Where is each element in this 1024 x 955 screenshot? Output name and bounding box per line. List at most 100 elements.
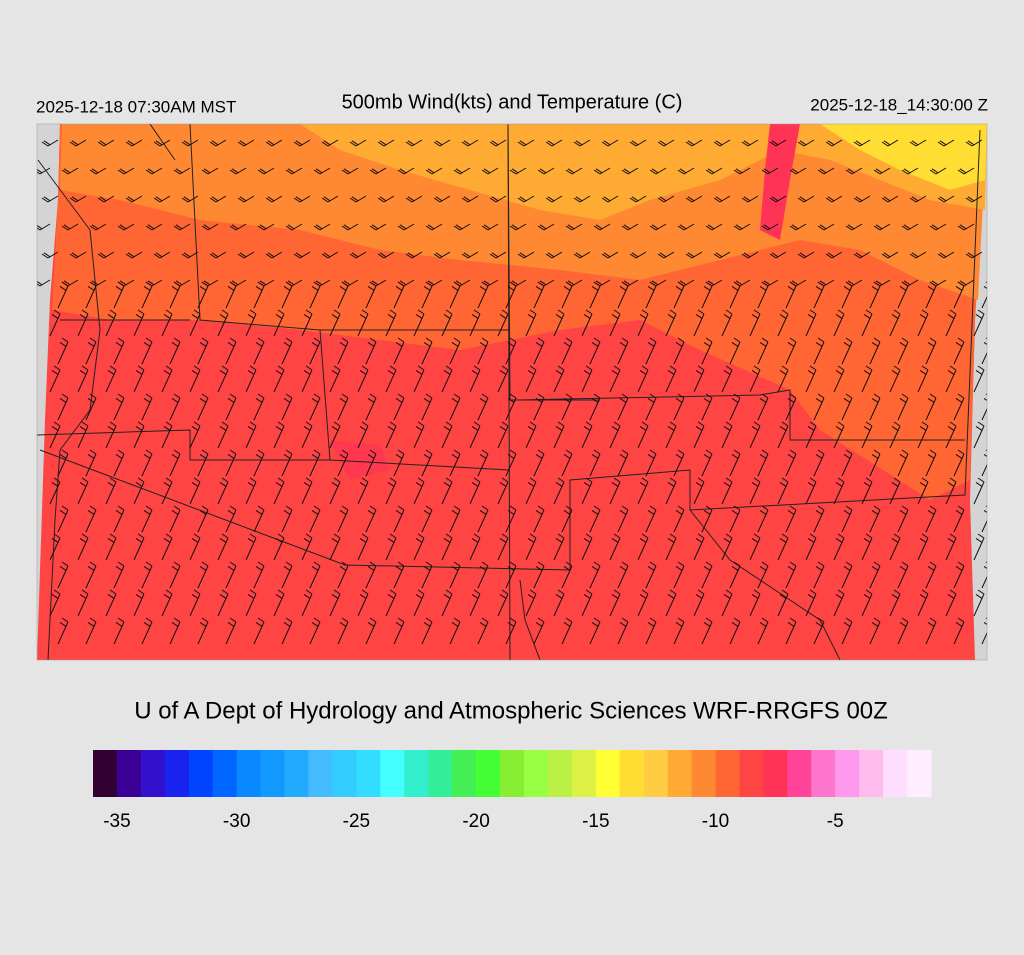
wind-barb [665, 589, 677, 617]
wind-barb [533, 617, 545, 645]
wind-barb [777, 589, 789, 617]
wind-barb [153, 251, 171, 259]
wind-barb [497, 421, 509, 449]
wind-barb [421, 281, 433, 309]
valid-time-utc: 2025-12-18_14:30:00 Z [810, 95, 988, 114]
wind-barb [617, 561, 629, 589]
wind-barb [281, 505, 293, 533]
wind-barb [477, 617, 489, 645]
wind-barb [477, 337, 489, 365]
wind-barb [805, 309, 817, 337]
wind-barb [589, 505, 601, 533]
wind-barb [721, 589, 733, 617]
wind-barb [133, 309, 145, 337]
wind-barb [265, 195, 283, 203]
wind-barb [365, 561, 377, 589]
colorbar-box [859, 750, 884, 797]
wind-barb [525, 365, 537, 393]
wind-barb [729, 449, 741, 477]
wind-barb [357, 309, 369, 337]
wind-barb [365, 505, 377, 533]
colorbar-box [332, 750, 357, 797]
wind-barb [141, 561, 153, 589]
wind-barb [57, 505, 69, 533]
wind-barb [553, 477, 565, 505]
map-title: 500mb Wind(kts) and Temperature (C) [342, 91, 683, 113]
wind-barb [113, 337, 125, 365]
wind-barb [581, 309, 593, 337]
wind-barb [133, 365, 145, 393]
wind-barb [209, 195, 227, 203]
wind-barb [313, 223, 331, 231]
colorbar-box [883, 750, 908, 797]
wind-barb [637, 533, 649, 561]
wind-barb [113, 393, 125, 421]
colorbar-box [476, 750, 501, 797]
wind-barb [413, 533, 425, 561]
wind-barb [813, 505, 825, 533]
wind-barb [841, 561, 853, 589]
map-frame [36, 123, 988, 661]
wind-barb [789, 167, 807, 175]
wind-barb [365, 449, 377, 477]
wind-barb [489, 195, 507, 203]
colorbar-tick-label: -5 [827, 811, 844, 832]
wind-barb [889, 309, 901, 337]
wind-barb [757, 281, 769, 309]
wind-barb [449, 281, 461, 309]
wind-barb [329, 309, 341, 337]
wind-barb [757, 561, 769, 589]
wind-barb [281, 561, 293, 589]
wind-barb [161, 421, 173, 449]
wind-barb [497, 533, 509, 561]
wind-barb [813, 393, 825, 421]
wind-barb [609, 365, 621, 393]
wind-barb [953, 449, 965, 477]
wind-barb [49, 477, 61, 505]
wind-barb [253, 393, 265, 421]
wind-barb [309, 281, 321, 309]
wind-barb [925, 337, 937, 365]
colorbar-box [667, 750, 693, 797]
wind-barb [273, 477, 285, 505]
wind-barb [393, 281, 405, 309]
colorbar-box [571, 750, 597, 797]
colorbar-box [140, 750, 166, 797]
wind-barb [601, 139, 619, 147]
wind-barb [657, 251, 675, 259]
wind-barb [957, 167, 975, 175]
wind-barb [505, 561, 517, 589]
wind-barb [701, 449, 713, 477]
wind-barb [61, 223, 79, 231]
wind-barb [833, 365, 845, 393]
wind-barb [85, 617, 97, 645]
wind-barb [481, 223, 499, 231]
wind-barb [449, 561, 461, 589]
wind-barb [981, 505, 987, 533]
wind-barb [41, 195, 59, 203]
wind-barb [701, 505, 713, 533]
wind-barb [441, 309, 453, 337]
wind-barb [825, 139, 843, 147]
wind-barb [721, 533, 733, 561]
wind-barb [917, 533, 929, 561]
wind-barb [281, 449, 293, 477]
wind-barb [917, 309, 929, 337]
wind-barb [785, 393, 797, 421]
colorbar-tick-label: -25 [343, 811, 370, 832]
wind-barb [841, 337, 853, 365]
colorbar-box [547, 750, 573, 797]
wind-barb [677, 167, 695, 175]
wind-barb [797, 139, 815, 147]
wind-barb [225, 505, 237, 533]
wind-barb [729, 281, 741, 309]
wind-barb [189, 533, 201, 561]
wind-barb [189, 309, 201, 337]
wind-barb [505, 617, 517, 645]
wind-barb [981, 449, 987, 477]
wind-barb [337, 449, 349, 477]
wind-barb [369, 223, 387, 231]
colorbar-box [452, 750, 477, 797]
wind-barb [105, 533, 117, 561]
wind-barb [861, 365, 873, 393]
